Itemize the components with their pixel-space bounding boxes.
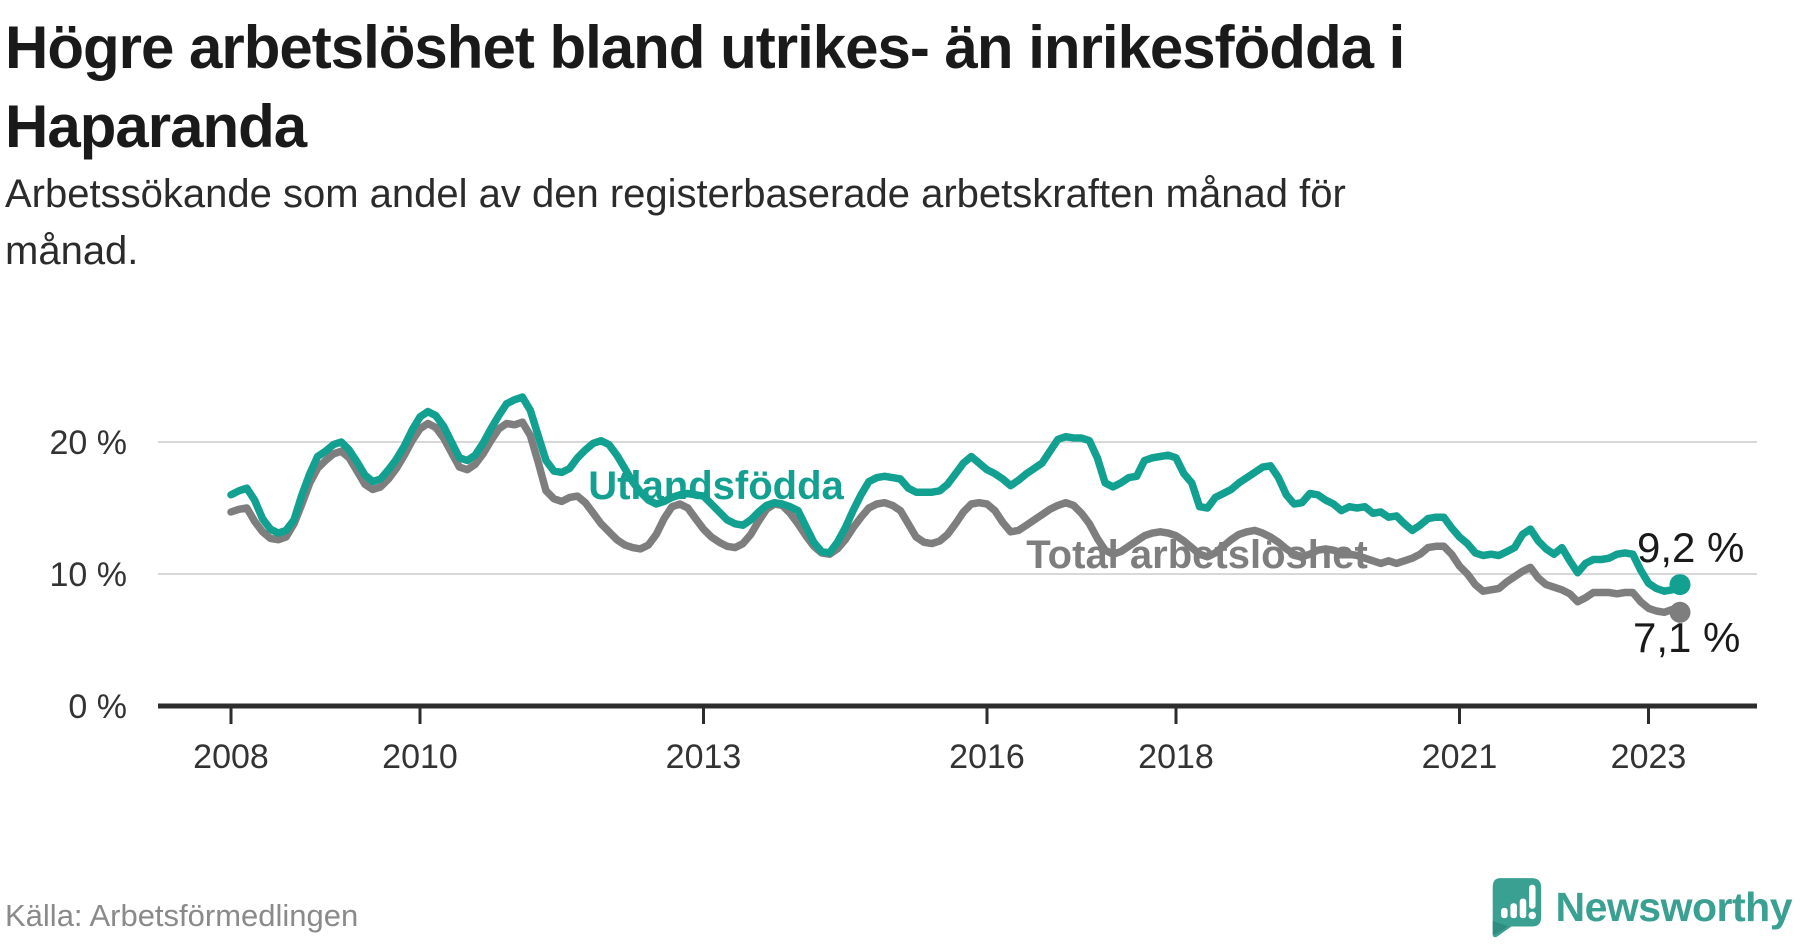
y-axis-tick-label-20: 20 %: [50, 424, 128, 462]
newsworthy-logo: Newsworthy: [1489, 876, 1793, 938]
y-axis-tick-label-0: 0 %: [68, 688, 127, 726]
line-utlandsfodda: [227, 393, 1684, 595]
x-axis-tick-label-2023: 2023: [1611, 738, 1687, 776]
x-axis-tick-label-2016: 2016: [949, 738, 1025, 776]
end-value-label-total: 7,1 %: [1633, 614, 1740, 661]
chart-subtitle: Arbetssökande som andel av den registerb…: [5, 166, 1565, 280]
page-title-line1: Högre arbetslöshet bland utrikes- än inr…: [5, 14, 1405, 81]
newsworthy-logo-icon: [1492, 878, 1541, 938]
source-credit: Källa: Arbetsförmedlingen: [5, 898, 359, 933]
newsworthy-logo-text: Newsworthy: [1555, 883, 1793, 930]
series-label-total-arbetsloshet: Total arbetslöshet: [1026, 533, 1368, 577]
end-dot-utlandsfodda: [1669, 574, 1691, 596]
end-value-label-utlandsfodda: 9,2 %: [1637, 524, 1744, 571]
y-axis-tick-label-10: 10 %: [50, 556, 128, 594]
series-lines: [227, 393, 1691, 623]
x-axis-tick-label-2008: 2008: [193, 738, 269, 776]
x-axis-tick-label-2013: 2013: [666, 738, 742, 776]
page-title-line2: Haparanda: [5, 93, 307, 161]
y-axis-labels: 0 % 10 % 20 %: [50, 424, 128, 726]
page-title: Högre arbetslöshet bland utrikes- än inr…: [5, 8, 1705, 166]
line-total: [227, 418, 1684, 617]
series-label-utlandsfodda: Utlandsfödda: [588, 464, 844, 508]
end-dot-total: [1669, 601, 1691, 623]
chart-subtitle-line1: Arbetssökande som andel av den registerb…: [5, 172, 1346, 216]
gridlines: [158, 441, 1757, 575]
chart-subtitle-line2: månad.: [5, 228, 139, 273]
x-axis-tick-label-2021: 2021: [1422, 738, 1498, 776]
x-axis-tick-label-2018: 2018: [1138, 738, 1214, 776]
x-axis: 2008 2010 2013 2016 2018 2021 2023: [158, 703, 1757, 776]
x-axis-tick-label-2010: 2010: [382, 738, 458, 776]
